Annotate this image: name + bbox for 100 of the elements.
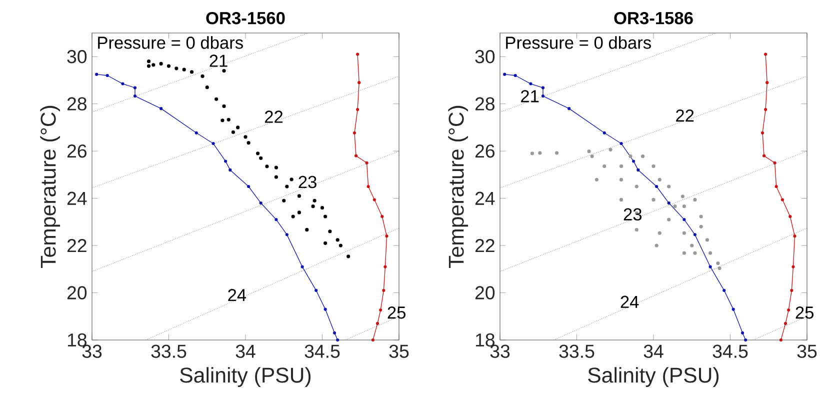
point	[667, 184, 671, 188]
point	[655, 184, 658, 188]
point	[365, 161, 368, 164]
y-tick-label: 24	[67, 192, 87, 205]
point	[779, 338, 782, 342]
point	[305, 228, 309, 232]
point	[682, 204, 686, 208]
point	[693, 251, 697, 255]
point	[222, 68, 226, 73]
point	[297, 210, 302, 214]
point	[133, 94, 137, 98]
point	[366, 184, 370, 188]
point	[718, 266, 722, 270]
point	[764, 108, 768, 112]
y-tick-label: 26	[67, 144, 86, 158]
point	[774, 184, 778, 188]
point	[514, 74, 517, 78]
point	[194, 131, 198, 134]
point	[256, 152, 260, 156]
point	[372, 198, 376, 202]
annotation: 22	[676, 109, 694, 122]
point	[376, 322, 380, 326]
point	[682, 251, 686, 255]
point	[382, 288, 386, 292]
point	[297, 194, 302, 198]
point	[708, 265, 712, 268]
point	[699, 224, 703, 228]
point	[555, 151, 559, 155]
point	[538, 151, 542, 155]
point	[146, 60, 151, 64]
chart-title: OR3-1586	[614, 12, 693, 24]
x-axis-title: Salinity (PSU)	[588, 367, 719, 387]
point	[602, 164, 606, 168]
x-tick-label: 35	[389, 344, 409, 358]
x-tick-label: 33	[490, 344, 510, 358]
point	[503, 72, 506, 76]
point	[274, 175, 278, 179]
point	[632, 160, 636, 163]
point	[320, 206, 324, 210]
point	[220, 118, 224, 122]
point	[640, 154, 645, 158]
y-tick-label: 28	[67, 97, 86, 110]
point	[336, 238, 340, 242]
point	[693, 198, 697, 202]
point	[780, 198, 784, 202]
point	[290, 178, 294, 182]
x-tick-label: 34.5	[712, 344, 748, 358]
point	[285, 184, 289, 188]
point	[212, 142, 215, 146]
y-tick-label: 22	[475, 239, 494, 252]
point	[371, 338, 374, 342]
point	[285, 233, 288, 236]
point	[760, 131, 764, 134]
point	[762, 154, 766, 158]
point	[222, 104, 226, 108]
annotation: Pressure = 0 dbars	[506, 36, 651, 49]
point	[541, 86, 545, 90]
point	[95, 72, 98, 76]
y-axis-title: Temperature (°C)	[40, 106, 60, 268]
point	[190, 70, 194, 74]
point	[274, 166, 278, 170]
y-tick-label: 26	[475, 144, 494, 158]
point	[244, 135, 248, 139]
point	[568, 107, 571, 110]
point	[620, 142, 623, 146]
point	[732, 308, 735, 311]
point	[790, 288, 794, 292]
point	[159, 62, 163, 66]
point	[690, 244, 694, 248]
x-tick-label: 33.5	[559, 344, 594, 358]
point	[324, 214, 328, 218]
point	[312, 198, 316, 202]
point	[259, 156, 263, 160]
x-tick-label: 34	[236, 344, 256, 358]
point	[787, 308, 790, 312]
point	[352, 131, 356, 134]
annotation: 23	[624, 208, 642, 221]
point	[708, 251, 712, 255]
y-tick-label: 24	[475, 192, 495, 205]
point	[741, 331, 744, 334]
point	[784, 322, 788, 326]
x-tick-label: 35	[797, 344, 817, 358]
point	[246, 141, 250, 145]
annotation: 25	[388, 306, 406, 319]
point	[788, 214, 792, 218]
point	[358, 81, 361, 84]
point	[766, 81, 769, 84]
point	[529, 82, 532, 86]
chart-title: OR3-1560	[206, 12, 285, 24]
point	[658, 231, 662, 235]
point	[224, 160, 228, 163]
point	[705, 238, 710, 242]
point	[792, 265, 795, 268]
x-tick-label: 34.5	[304, 344, 340, 358]
point	[338, 244, 342, 248]
y-tick-label: 18	[476, 333, 494, 347]
point	[764, 52, 768, 56]
y-tick-label: 18	[68, 333, 86, 347]
point	[314, 288, 318, 292]
point	[324, 241, 328, 245]
